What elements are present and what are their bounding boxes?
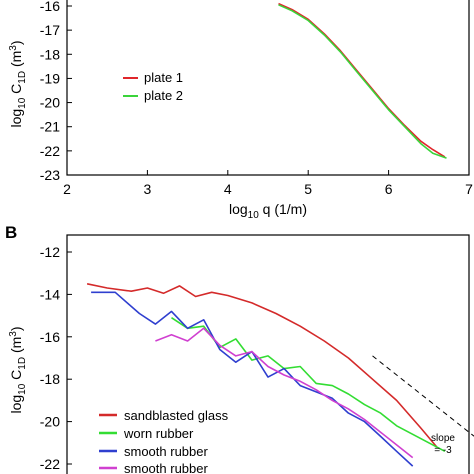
panel-b-letter: B <box>5 223 17 242</box>
panel-b: B -12 -14 -16 -18 -20 -22 log10 C1D (m3) sand… <box>5 223 474 474</box>
panel-b-ytick-label: -22 <box>40 456 60 472</box>
panel-a-ytick-label: -23 <box>40 167 60 183</box>
panel-b-ytick-label: -12 <box>40 244 60 260</box>
panel-a-ytick-label: -21 <box>40 119 60 135</box>
series-line-plate-1 <box>278 2 446 158</box>
panel-a-plot-frame <box>66 0 470 176</box>
series-line-smooth-rubber-3 <box>155 327 414 459</box>
panel-b-ytick-label: -20 <box>40 414 60 430</box>
panel-a-ytick-label: -22 <box>40 143 60 159</box>
legend-label-sandblasted-glass: sandblasted glass <box>124 408 229 423</box>
panel-b-ytick-label: -16 <box>40 329 60 345</box>
panel-a-xtick-label: 3 <box>144 181 152 197</box>
panel-a-xtick-label: 5 <box>304 181 312 197</box>
slope-annotation-line-1: slope <box>431 433 455 444</box>
panel-a-ytick-label: -16 <box>40 0 60 14</box>
panel-a-xtick-label: 4 <box>224 181 232 197</box>
series-line-smooth-rubber-2 <box>91 291 414 467</box>
slope-annotation: slope = -3 <box>431 433 455 456</box>
slope-annotation-line-2: = -3 <box>434 445 452 456</box>
panel-a: -16 -17 -18 -19 -20 -21 -22 -23 2 3 4 5 6 7 log10 q … <box>8 0 473 221</box>
panel-b-plot-frame <box>66 234 470 474</box>
legend-label-plate-2: plate 2 <box>144 88 183 103</box>
panel-a-ytick-label: -18 <box>40 46 60 62</box>
slope-reference-line <box>372 355 474 437</box>
panel-a-ytick-label: -20 <box>40 95 60 111</box>
panel-a-xtick-label: 7 <box>465 181 473 197</box>
panel-a-xtick-label: 6 <box>385 181 393 197</box>
panel-a-xlabel: log10 q (1/m) <box>229 201 307 221</box>
legend-label-smooth-rubber-magenta: smooth rubber <box>124 461 208 474</box>
panel-b-ytick-label: -14 <box>40 286 60 302</box>
panel-a-ytick-label: -19 <box>40 70 60 86</box>
panel-a-xtick-label: 2 <box>63 181 71 197</box>
panel-b-ytick-label: -18 <box>40 371 60 387</box>
panel-a-legend: plate 1 plate 2 <box>123 70 183 103</box>
legend-label-worn-rubber: worn rubber <box>123 426 194 441</box>
series-line-sandblasted-glass-0 <box>86 283 438 448</box>
panel-a-ytick-label: -17 <box>40 22 60 38</box>
panel-b-legend: sandblasted glass worn rubber smooth rub… <box>99 408 229 474</box>
series-line-plate-2 <box>278 4 447 159</box>
legend-label-plate-1: plate 1 <box>144 70 183 85</box>
panel-a-ylabel: log10 C1D (m3) <box>8 40 28 127</box>
panel-b-ylabel: log10 C1D (m3) <box>8 326 28 413</box>
legend-label-smooth-rubber-blue: smooth rubber <box>124 444 208 459</box>
